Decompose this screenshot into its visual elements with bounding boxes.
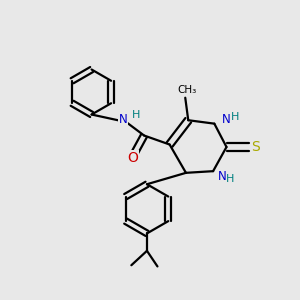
Text: O: O bbox=[127, 151, 138, 165]
Text: N: N bbox=[222, 113, 231, 126]
Text: H: H bbox=[131, 110, 140, 120]
Text: N: N bbox=[119, 113, 128, 126]
Text: CH₃: CH₃ bbox=[177, 85, 197, 95]
Text: N: N bbox=[218, 170, 226, 183]
Text: H: H bbox=[226, 174, 235, 184]
Text: S: S bbox=[251, 140, 260, 154]
Text: H: H bbox=[231, 112, 239, 122]
